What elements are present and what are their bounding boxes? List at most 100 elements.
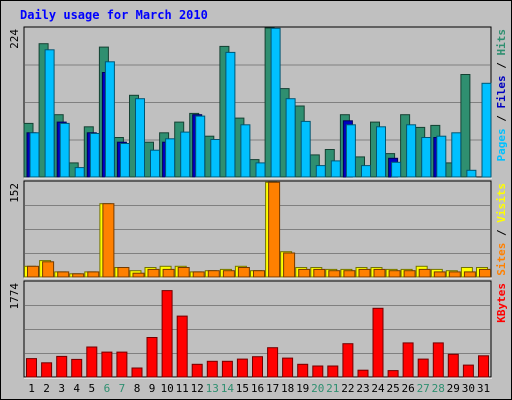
x-tick-label-day-1: 1 <box>28 382 35 395</box>
bar-pages-day-10 <box>165 138 176 178</box>
bar-pages-day-16 <box>255 162 266 178</box>
y-axis-max-label: 224 <box>8 29 21 49</box>
chart-title: Daily usage for March 2010 <box>20 8 208 22</box>
series-pages <box>29 27 492 178</box>
bar-sites-day-30 <box>463 271 476 278</box>
bar-pages-day-1 <box>29 132 40 178</box>
bar-sites-day-21 <box>328 270 341 278</box>
bar-kbytes-day-15 <box>236 358 248 378</box>
bar-kbytes-day-24 <box>372 307 384 378</box>
legend-entry: / <box>495 223 508 243</box>
bar-pages-day-2 <box>44 49 55 178</box>
bar-pages-day-11 <box>180 131 191 178</box>
bar-pages-day-4 <box>74 167 85 178</box>
legend-entry: / <box>495 109 508 129</box>
x-tick-label-day-7: 7 <box>119 382 126 395</box>
bar-sites-day-12 <box>192 271 205 278</box>
bar-hits-day-30 <box>460 74 471 178</box>
y-axis-max-label: 1774 <box>8 283 21 310</box>
bar-sites-day-9 <box>147 268 160 278</box>
bar-sites-day-31 <box>479 268 491 278</box>
bar-pages-day-23 <box>361 165 371 178</box>
series-sites <box>27 181 491 278</box>
legend-middle: Sites / Visits <box>495 183 508 276</box>
bar-pages-day-26 <box>406 124 417 178</box>
bar-kbytes-day-12 <box>191 363 203 378</box>
bar-kbytes-day-22 <box>342 343 354 378</box>
legend-entry: Files <box>495 75 508 108</box>
bar-sites-day-26 <box>403 270 416 278</box>
x-tick-label-day-21: 21 <box>326 382 339 395</box>
x-tick-label-day-15: 15 <box>236 382 249 395</box>
bar-kbytes-day-18 <box>282 357 294 378</box>
x-tick-label-day-30: 30 <box>462 382 475 395</box>
bar-kbytes-day-3 <box>56 355 68 378</box>
bar-kbytes-day-9 <box>146 337 158 378</box>
bar-sites-day-6 <box>102 203 115 278</box>
bar-kbytes-day-8 <box>131 367 143 378</box>
bar-sites-day-3 <box>57 271 70 278</box>
bar-pages-day-14 <box>225 51 236 178</box>
bar-sites-day-13 <box>207 270 220 278</box>
x-tick-label-day-28: 28 <box>432 382 445 395</box>
bar-pages-day-31 <box>481 82 492 178</box>
x-tick-label-day-9: 9 <box>149 382 156 395</box>
bar-pages-day-21 <box>330 160 341 178</box>
bar-sites-day-24 <box>373 268 386 278</box>
x-tick-label-day-19: 19 <box>296 382 309 395</box>
bar-kbytes-day-1 <box>26 358 37 378</box>
bar-sites-day-11 <box>177 267 190 278</box>
bar-pages-day-3 <box>59 122 70 178</box>
bar-sites-day-25 <box>388 270 401 278</box>
bar-kbytes-day-19 <box>297 363 309 378</box>
bar-pages-day-18 <box>285 98 296 178</box>
bar-pages-day-13 <box>210 139 221 178</box>
x-tick-label-day-10: 10 <box>160 382 173 395</box>
bar-sites-day-20 <box>313 268 326 278</box>
x-tick-label-day-27: 27 <box>417 382 430 395</box>
bar-pages-day-22 <box>345 124 356 178</box>
bar-sites-day-14 <box>222 270 235 278</box>
x-tick-label-day-13: 13 <box>206 382 219 395</box>
x-tick-label-day-23: 23 <box>356 382 369 395</box>
bar-kbytes-day-13 <box>206 360 218 378</box>
panel-middle: 152 Sites / Visits <box>8 180 508 279</box>
bar-sites-day-27 <box>418 268 431 278</box>
panel-bottom: 1774 KBytes <box>8 280 508 379</box>
x-tick-label-day-16: 16 <box>251 382 264 395</box>
x-tick-label-day-31: 31 <box>477 382 490 395</box>
x-tick-label-day-20: 20 <box>311 382 324 395</box>
x-tick-label-day-6: 6 <box>104 382 111 395</box>
bar-pages-day-30 <box>466 169 477 178</box>
bar-sites-day-18 <box>283 252 296 278</box>
bar-kbytes-day-23 <box>357 369 369 378</box>
bar-sites-day-8 <box>132 272 145 278</box>
bar-kbytes-day-17 <box>267 347 279 378</box>
legend-top: Pages / Files / Hits <box>495 29 508 162</box>
bar-kbytes-day-4 <box>71 358 83 378</box>
x-tick-label-day-26: 26 <box>401 382 414 395</box>
legend-entry: Visits <box>495 183 508 223</box>
bar-sites-day-28 <box>433 271 446 278</box>
bar-kbytes-day-26 <box>402 342 414 378</box>
bar-sites-day-29 <box>448 271 461 278</box>
legend-entry: Pages <box>495 128 508 161</box>
legend-entry: Sites <box>495 243 508 276</box>
bar-kbytes-day-20 <box>312 365 324 378</box>
bar-sites-day-1 <box>27 265 39 278</box>
bar-sites-day-10 <box>162 268 175 278</box>
bar-kbytes-day-7 <box>116 351 128 378</box>
bar-sites-day-7 <box>117 267 130 278</box>
x-tick-label-day-17: 17 <box>266 382 279 395</box>
x-tick-label-day-14: 14 <box>221 382 235 395</box>
y-axis-max-label: 152 <box>8 183 21 203</box>
bar-sites-day-16 <box>253 270 265 278</box>
legend-bottom: KBytes <box>495 283 508 323</box>
x-tick-label-day-24: 24 <box>371 382 385 395</box>
bar-kbytes-day-25 <box>387 370 399 378</box>
x-tick-label-day-3: 3 <box>58 382 65 395</box>
x-tick-label-day-5: 5 <box>88 382 95 395</box>
bar-pages-day-8 <box>135 98 145 178</box>
bar-kbytes-day-14 <box>221 360 233 378</box>
